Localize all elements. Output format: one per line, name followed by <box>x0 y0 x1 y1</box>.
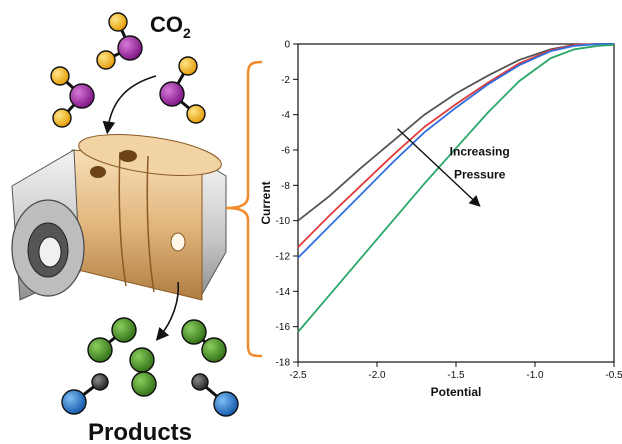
products-label: Products <box>88 419 192 444</box>
y-tick-label: -8 <box>281 181 290 192</box>
product-molecule-icon <box>191 373 239 417</box>
flow-cell-icon <box>11 134 227 301</box>
y-axis-label: Current <box>259 181 273 224</box>
y-tick-label: -18 <box>276 358 291 369</box>
co2-molecule-icon <box>50 66 95 128</box>
co2-molecule-icon <box>159 56 206 124</box>
series-line-1 <box>297 43 614 222</box>
product-molecule-icon <box>61 373 109 415</box>
y-tick-label: -2 <box>281 75 290 86</box>
bracket-icon <box>225 60 263 358</box>
plot-frame <box>297 43 615 363</box>
y-tick-label: -12 <box>276 252 291 263</box>
y-tick-label: -4 <box>281 110 290 121</box>
series-line-3 <box>297 43 614 259</box>
product-molecule-icon <box>87 317 137 363</box>
product-molecule-icon <box>181 319 227 363</box>
y-tick-label: -6 <box>281 146 290 157</box>
x-axis-label: Potential <box>431 385 482 399</box>
y-tick-label: -14 <box>276 287 291 298</box>
co2-text: CO <box>150 12 183 37</box>
increasing-pressure-arrow <box>397 128 481 207</box>
x-tick-label: -0.5 <box>605 370 622 381</box>
curved-arrow-icon <box>155 281 180 341</box>
y-tick-label: -16 <box>276 322 291 333</box>
curved-arrow-icon <box>102 75 157 135</box>
co2-molecule-icon <box>96 12 143 70</box>
y-tick-label: 0 <box>284 40 290 51</box>
x-tick-label: -2.0 <box>368 370 386 381</box>
annotation-line-1: Increasing <box>450 144 510 158</box>
annotation-line-2: Pressure <box>454 167 506 181</box>
x-tick-label: -1.5 <box>447 370 465 381</box>
series-line-4 <box>297 44 615 333</box>
co2-label: CO 2 <box>150 12 191 41</box>
product-molecule-icon <box>129 347 157 397</box>
x-tick-label: -1.0 <box>526 370 544 381</box>
x-tick-label: -2.5 <box>289 370 307 381</box>
co2-subscript: 2 <box>183 25 191 41</box>
current-potential-chart: -2.5 -2.0 -1.5 -1.0 -0.5 0 -2 -4 -6 -8 -10 -12 -14 -1… <box>259 40 622 400</box>
y-tick-label: -10 <box>276 216 291 227</box>
